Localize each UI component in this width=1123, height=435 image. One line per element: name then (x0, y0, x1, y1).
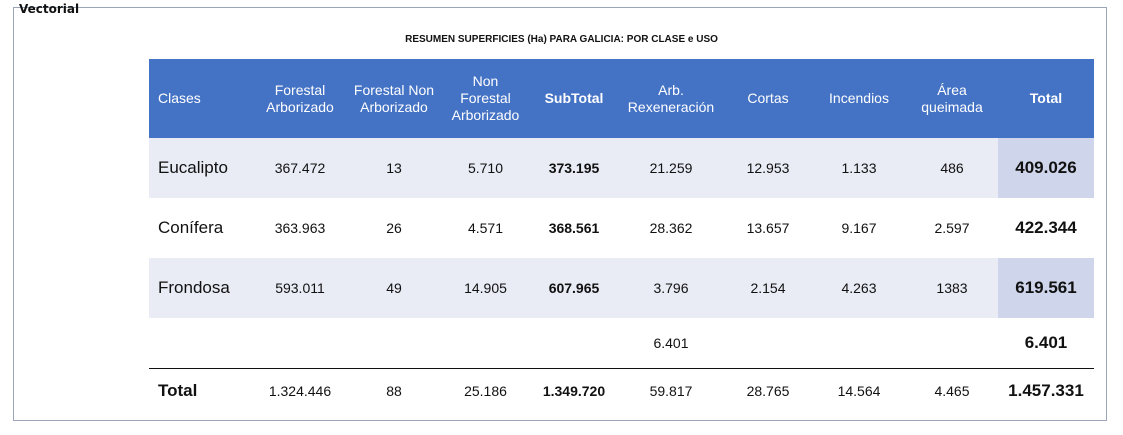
cell-cortas: 12.953 (724, 138, 812, 198)
cell-incendios: 9.167 (812, 198, 906, 258)
cell-arb-rexeneracion: 21.259 (618, 138, 724, 198)
cell-total: 409.026 (998, 138, 1094, 198)
header-forestal-non-arborizado: Forestal Non Arborizado (347, 59, 441, 138)
header-subtotal: SubTotal (530, 59, 618, 138)
cell-incendios: 1.133 (812, 138, 906, 198)
header-cortas: Cortas (724, 59, 812, 138)
cell-subtotal: 373.195 (530, 138, 618, 198)
cell-forestal-non-arborizado: 49 (347, 258, 441, 318)
cell-forestal-non-arborizado: 26 (347, 198, 441, 258)
cell-arb-rexeneracion: 59.817 (618, 367, 724, 413)
cell-subtotal (530, 318, 618, 368)
header-forestal-arborizado: Forestal Arborizado (253, 59, 347, 138)
cell-cortas: 28.765 (724, 367, 812, 413)
cell-clase (149, 318, 253, 368)
cell-arb-rexeneracion: 3.796 (618, 258, 724, 318)
cell-subtotal: 607.965 (530, 258, 618, 318)
cell-forestal-arborizado: 367.472 (253, 138, 347, 198)
cell-incendios (812, 318, 906, 368)
cell-cortas (724, 318, 812, 368)
cell-non-forestal-arborizado: 4.571 (441, 198, 530, 258)
cell-incendios: 14.564 (812, 367, 906, 413)
header-incendios: Incendios (812, 59, 906, 138)
cell-forestal-arborizado: 593.011 (253, 258, 347, 318)
cell-clase: Total (149, 367, 253, 413)
cell-arb-rexeneracion: 6.401 (618, 318, 724, 368)
cell-clase: Conífera (149, 198, 253, 258)
section-label: Vectorial (19, 2, 80, 16)
cell-total: 1.457.331 (998, 367, 1094, 413)
cell-forestal-non-arborizado (347, 318, 441, 368)
cell-forestal-arborizado: 1.324.446 (253, 367, 347, 413)
cell-cortas: 13.657 (724, 198, 812, 258)
cell-non-forestal-arborizado: 5.710 (441, 138, 530, 198)
table-row-eucalipto: Eucalipto 367.472 13 5.710 373.195 21.25… (149, 138, 1094, 198)
cell-arb-rexeneracion: 28.362 (618, 198, 724, 258)
cell-forestal-non-arborizado: 88 (347, 367, 441, 413)
cell-total: 6.401 (998, 318, 1094, 368)
table-row-conifera: Conífera 363.963 26 4.571 368.561 28.362… (149, 198, 1094, 258)
cell-forestal-arborizado (253, 318, 347, 368)
cell-area-queimada: 1383 (906, 258, 998, 318)
summary-table: Clases Forestal Arborizado Forestal Non Ar… (149, 59, 1094, 413)
header-non-forestal-arborizado: Non Forestal Arborizado (441, 59, 530, 138)
cell-non-forestal-arborizado: 25.186 (441, 367, 530, 413)
cell-non-forestal-arborizado (441, 318, 530, 368)
header-area-queimada: Área queimada (906, 59, 998, 138)
header-total: Total (998, 59, 1094, 138)
cell-incendios: 4.263 (812, 258, 906, 318)
header-arb-rexeneracion: Arb. Rexeneración (618, 59, 724, 138)
cell-clase: Eucalipto (149, 138, 253, 198)
table-row-frondosa: Frondosa 593.011 49 14.905 607.965 3.796… (149, 258, 1094, 318)
header-row: Clases Forestal Arborizado Forestal Non Ar… (149, 59, 1094, 138)
cell-cortas: 2.154 (724, 258, 812, 318)
cell-clase: Frondosa (149, 258, 253, 318)
cell-area-queimada: 2.597 (906, 198, 998, 258)
table-row-total: Total 1.324.446 88 25.186 1.349.720 59.8… (149, 367, 1094, 413)
table-title: RESUMEN SUPERFICIES (Ha) PARA GALICIA: P… (405, 34, 718, 45)
cell-total: 619.561 (998, 258, 1094, 318)
cell-forestal-non-arborizado: 13 (347, 138, 441, 198)
header-clases: Clases (149, 59, 253, 138)
cell-subtotal: 1.349.720 (530, 367, 618, 413)
cell-area-queimada: 4.465 (906, 367, 998, 413)
cell-total: 422.344 (998, 198, 1094, 258)
cell-forestal-arborizado: 363.963 (253, 198, 347, 258)
cell-subtotal: 368.561 (530, 198, 618, 258)
table-row-extra: 6.401 6.401 (149, 318, 1094, 368)
cell-area-queimada: 486 (906, 138, 998, 198)
cell-non-forestal-arborizado: 14.905 (441, 258, 530, 318)
cell-area-queimada (906, 318, 998, 368)
summary-table-wrapper: Clases Forestal Arborizado Forestal Non Ar… (149, 59, 1094, 413)
